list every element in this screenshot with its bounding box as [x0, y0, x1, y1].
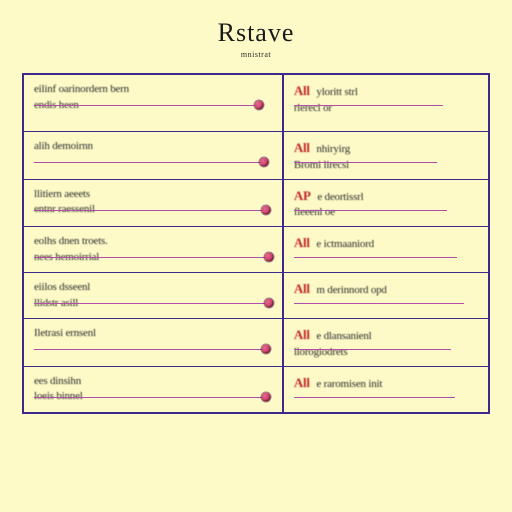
divider-line: [34, 162, 261, 163]
connector-dot-icon: [264, 299, 273, 308]
divider-line: [34, 349, 264, 350]
left-text-line1: eolhs dnen troets.: [34, 235, 272, 249]
table-row: llitiern aeeetsentnr raessenilAP e deort…: [24, 179, 488, 227]
code-label: All: [294, 140, 310, 155]
cell-left: llitiern aeeetsentnr raessenil: [24, 180, 284, 227]
right-text-line2: llorogiodrets: [294, 346, 478, 360]
left-text-line1: alih demoirnn: [34, 140, 272, 154]
left-text-line1: ees dinsihn: [34, 375, 272, 389]
divider-line: [294, 397, 456, 398]
left-text-line2: endis heen: [34, 99, 272, 113]
left-text-line1: eiilos dsseenl: [34, 281, 272, 295]
cell-right: All e ictmaaniord: [284, 227, 488, 272]
connector-dot-icon: [259, 158, 268, 167]
right-text-line1: AP e deortissrl: [294, 188, 478, 205]
left-text-line2: nees hemoirrial: [34, 251, 272, 265]
right-text-line1: All e raromisen init: [294, 375, 478, 392]
code-label: All: [294, 375, 310, 390]
connector-dot-icon: [262, 392, 271, 401]
cell-right: AP e deortissrlfleeenl oe: [284, 180, 488, 227]
connector-dot-icon: [262, 205, 271, 214]
cell-left: eilinf oarinordern bern endis heen: [24, 75, 284, 131]
table-row: alih demoirnn All nhiryirg Bromi lirecsl: [24, 131, 488, 179]
comparison-table: eilinf oarinordern bern endis heen All ylo…: [22, 73, 490, 414]
cell-left: ees dinsihnloeis binnel: [24, 367, 284, 412]
code-label: AP: [294, 188, 311, 203]
divider-line: [294, 257, 458, 258]
page-title: Rstave: [22, 18, 490, 48]
cell-right: All m derinnord opd: [284, 273, 488, 318]
left-text-line1: eilinf oarinordern bern: [34, 83, 272, 97]
table-row: eolhs dnen troets. nees hemoirrial All e i…: [24, 226, 488, 272]
right-text-line2: rlerecl or: [294, 102, 478, 116]
right-text-line2: Bromi lirecsl: [294, 159, 478, 173]
table-row: eilinf oarinordern bern endis heen All ylo…: [24, 75, 488, 131]
code-label: All: [294, 281, 310, 296]
connector-dot-icon: [254, 101, 263, 110]
code-label: All: [294, 83, 310, 98]
cell-left: eiilos dsseenl llidstr asill: [24, 273, 284, 318]
connector-dot-icon: [262, 345, 271, 354]
title-block: Rstave mnistrat: [22, 18, 490, 59]
table-row: Iletrasi ernsenl All e dlansanienl llorogi…: [24, 318, 488, 366]
cell-left: eolhs dnen troets. nees hemoirrial: [24, 227, 284, 272]
cell-left: Iletrasi ernsenl: [24, 319, 284, 366]
right-text-line1: All m derinnord opd: [294, 281, 478, 298]
connector-dot-icon: [264, 253, 273, 262]
cell-right: All e dlansanienl llorogiodrets: [284, 319, 488, 366]
left-text-line1: Iletrasi ernsenl: [34, 327, 272, 341]
right-text-line1: All yloritt strl: [294, 83, 478, 100]
cell-right: All e raromisen init: [284, 367, 488, 412]
code-label: All: [294, 235, 310, 250]
cell-right: All nhiryirg Bromi lirecsl: [284, 132, 488, 179]
table-row: eiilos dsseenl llidstr asill All m derinno…: [24, 272, 488, 318]
left-text-line2: llidstr asill: [34, 297, 272, 311]
divider-line: [294, 303, 464, 304]
code-label: All: [294, 327, 310, 342]
left-text-line2: entnr raessenil: [34, 203, 272, 217]
table-row: ees dinsihnloeis binnel All e raromisen i…: [24, 366, 488, 412]
left-text-line2: loeis binnel: [34, 390, 272, 404]
page-subtitle: mnistrat: [22, 50, 490, 59]
cell-right: All yloritt strl rlerecl or: [284, 75, 488, 131]
right-text-line1: All e ictmaaniord: [294, 235, 478, 252]
left-text-line1: llitiern aeeets: [34, 188, 272, 202]
right-text-line1: All e dlansanienl: [294, 327, 478, 344]
right-text-line2: fleeenl oe: [294, 206, 478, 220]
page: Rstave mnistrat eilinf oarinordern berne…: [0, 0, 512, 512]
right-text-line1: All nhiryirg: [294, 140, 478, 157]
cell-left: alih demoirnn: [24, 132, 284, 179]
